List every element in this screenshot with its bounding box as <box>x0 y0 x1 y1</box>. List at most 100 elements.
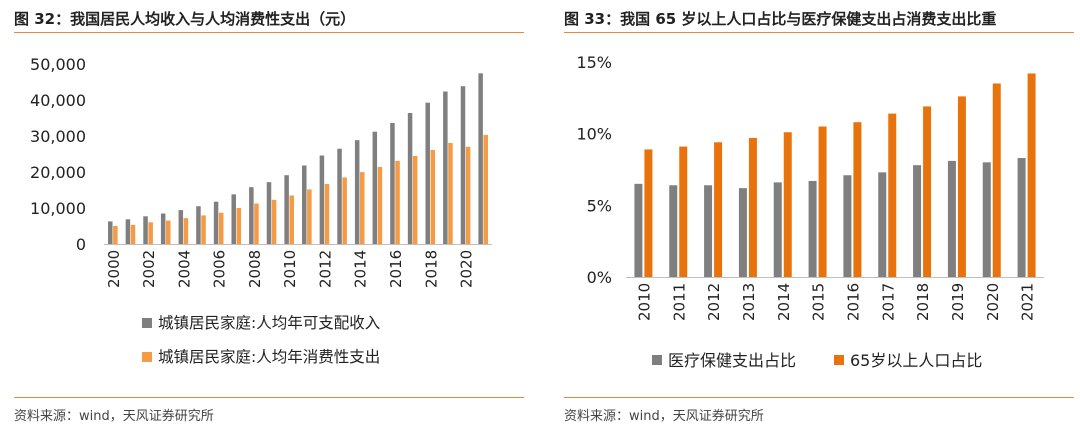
bar-aged65 <box>1027 73 1036 277</box>
bar-consumption <box>307 189 312 244</box>
legend-swatch <box>142 352 152 362</box>
bar-consumption <box>236 208 242 244</box>
bar-aged65 <box>888 113 897 277</box>
bar-consumption <box>360 172 365 244</box>
bar-aged65 <box>783 132 792 277</box>
legend-swatch <box>142 318 152 328</box>
x-tick-label: 2016 <box>387 250 405 288</box>
x-tick-label: 2018 <box>422 250 440 288</box>
bar-aged65 <box>748 137 757 277</box>
bar-consumption <box>430 149 436 244</box>
bar-medical <box>808 180 817 277</box>
footer-divider <box>14 397 524 398</box>
chart-panel-income: 图 32：我国居民人均收入与人均消费性支出（元） 0 10,000 20,000 30… <box>0 0 530 430</box>
bar-medical <box>669 185 678 277</box>
x-tick-label: 2010 <box>635 283 653 321</box>
x-tick-label: 2013 <box>740 283 758 321</box>
bar-income <box>125 219 131 244</box>
x-tick-label: 2000 <box>105 250 123 288</box>
bar-medical <box>738 188 747 277</box>
bar-consumption <box>113 226 118 244</box>
bar-income <box>284 175 289 244</box>
bar-consumption <box>412 155 418 244</box>
x-tick-label: 2015 <box>810 283 828 321</box>
bar-income <box>319 155 325 244</box>
bar-income <box>407 112 413 245</box>
x-tick-label: 2016 <box>844 283 862 321</box>
bar-aged65 <box>992 83 1001 277</box>
bar-consumption <box>130 224 136 244</box>
bar-aged65 <box>818 126 827 277</box>
y-tick-label: 50,000 <box>30 55 86 74</box>
legend-label: 医疗保健支出占比 <box>668 351 796 370</box>
x-tick-label: 2011 <box>670 283 688 321</box>
bar-income <box>108 221 113 244</box>
footer-divider <box>564 397 1074 398</box>
x-tick-label: 2002 <box>140 250 158 288</box>
x-tick-label: 2008 <box>246 250 264 288</box>
legend-label: 城镇居民家庭:人均年消费性支出 <box>158 348 380 366</box>
bar-consumption <box>166 220 171 244</box>
bar-medical <box>982 162 991 277</box>
bar-income <box>231 194 236 244</box>
bar-income <box>337 148 342 244</box>
bar-aged65 <box>644 149 653 277</box>
x-tick-label: 2010 <box>281 250 299 288</box>
bar-consumption <box>201 215 206 244</box>
bar-aged65 <box>923 106 932 277</box>
source-note: 资料来源：wind，天风证券研究所 <box>14 409 214 424</box>
bar-consumption <box>183 218 189 244</box>
bar-consumption <box>377 166 383 244</box>
y-tick-label: 10,000 <box>30 199 86 218</box>
bar-consumption <box>254 203 259 244</box>
bar-income <box>390 122 395 244</box>
bar-medical <box>634 183 643 277</box>
bar-aged65 <box>957 96 966 278</box>
y-tick-label: 0% <box>587 268 612 287</box>
y-tick-label: 10% <box>576 125 612 144</box>
chart-panel-aging: 图 33：我国 65 岁以上人口占比与医疗保健支出占消费支出比重 0% 5% 10%… <box>550 0 1080 430</box>
bar-consumption <box>218 212 224 244</box>
bar-consumption <box>271 199 277 244</box>
bar-medical <box>1017 158 1026 277</box>
x-tick-label: 2012 <box>316 250 334 288</box>
y-tick-label: 0 <box>76 235 86 254</box>
source-note: 资料来源：wind，天风证券研究所 <box>564 409 764 424</box>
bar-medical <box>947 160 956 277</box>
bar-medical <box>843 175 852 277</box>
bar-income <box>372 131 378 244</box>
bar-consumption <box>148 222 153 244</box>
bar-income <box>460 86 466 244</box>
title-divider <box>14 32 524 33</box>
x-tick-label: 2006 <box>211 250 229 288</box>
x-tick-label: 2019 <box>949 283 967 321</box>
x-tick-label: 2018 <box>914 283 932 321</box>
x-tick-label: 2014 <box>775 283 793 321</box>
chart-title: 图 32：我国居民人均收入与人均消费性支出（元） <box>14 10 356 28</box>
bar-consumption <box>342 177 347 244</box>
x-tick-label: 2020 <box>458 250 476 288</box>
bar-income <box>266 182 272 244</box>
bar-income <box>443 91 448 244</box>
bar-income <box>425 102 430 244</box>
legend-swatch <box>652 355 662 365</box>
x-tick-label: 2014 <box>352 250 370 288</box>
bar-aged65 <box>714 142 723 277</box>
bar-medical <box>773 182 782 277</box>
bar-consumption <box>395 160 400 244</box>
x-tick-label: 2017 <box>879 283 897 321</box>
bar-income <box>302 165 307 244</box>
bar-income <box>354 140 360 244</box>
legend-label: 65岁以上人口占比 <box>850 351 982 370</box>
aging-chart: 0% 5% 10% 15% 2010 2011 2012 2013 2014 2015 2016 20… <box>576 53 1044 370</box>
y-tick-label: 30,000 <box>30 127 86 146</box>
bar-income <box>478 73 483 244</box>
bar-aged65 <box>679 146 688 277</box>
bar-medical <box>913 165 922 277</box>
bar-income <box>160 213 166 244</box>
legend-swatch <box>834 355 844 365</box>
bar-consumption <box>448 142 453 244</box>
x-tick-label: 2020 <box>984 283 1002 321</box>
chart-title: 图 33：我国 65 岁以上人口占比与医疗保健支出占消费支出比重 <box>564 10 997 28</box>
bar-income <box>213 201 219 244</box>
